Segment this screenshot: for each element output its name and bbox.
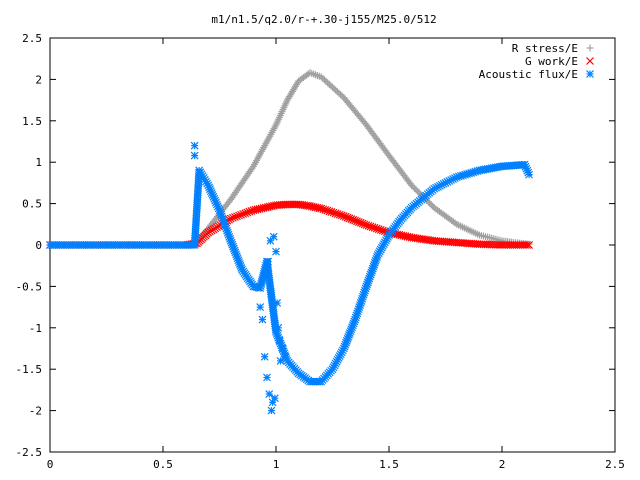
data-point [237, 210, 245, 219]
legend-label: R stress/E [512, 42, 578, 55]
x-tick-label: 2 [499, 458, 506, 471]
legend-label: G work/E [525, 55, 578, 68]
data-point [190, 151, 199, 160]
data-point [523, 241, 531, 249]
data-point [235, 211, 243, 220]
chart-title: m1/n1.5/q2.0/r-+.30-j155/M25.0/512 [211, 13, 436, 26]
data-point [228, 213, 237, 222]
y-tick-label: -2 [29, 405, 42, 418]
data-point [329, 83, 336, 91]
data-point [333, 88, 341, 96]
data-point [245, 207, 254, 216]
data-point [408, 181, 416, 189]
data-point [414, 187, 422, 195]
data-point [256, 303, 265, 312]
data-point [275, 336, 284, 345]
data-point [233, 212, 241, 221]
data-point [283, 200, 292, 209]
x-tick-label: 0 [47, 458, 54, 471]
data-point [281, 352, 289, 361]
data-point [525, 170, 534, 179]
legend-marker [586, 44, 594, 52]
data-point [264, 257, 273, 266]
data-point [243, 208, 252, 217]
data-point [427, 201, 435, 209]
x-tick-label: 1 [273, 458, 280, 471]
data-point [269, 232, 278, 241]
y-tick-label: -2.5 [16, 446, 43, 459]
data-point [320, 76, 328, 84]
y-tick-label: 0.5 [22, 198, 42, 211]
data-point [263, 373, 271, 382]
data-point [272, 247, 280, 256]
data-point [273, 299, 282, 307]
y-tick-label: 1 [35, 156, 42, 169]
y-tick-label: -0.5 [16, 280, 43, 293]
series-3 [190, 141, 289, 415]
data-point [278, 344, 287, 353]
data-point [239, 210, 248, 218]
legend-label: Acoustic flux/E [479, 68, 578, 81]
data-point [230, 213, 239, 221]
data-point [330, 85, 338, 93]
legend-marker [586, 70, 594, 78]
data-point [266, 236, 275, 245]
data-point [226, 214, 235, 223]
data-point [412, 186, 420, 194]
data-point [261, 270, 270, 278]
data-point [525, 241, 534, 249]
x-tick-label: 2.5 [605, 458, 625, 471]
x-tick-label: 0.5 [153, 458, 173, 471]
data-point [319, 74, 327, 82]
y-tick-label: 2.5 [22, 32, 42, 45]
data-point [287, 200, 295, 209]
y-tick-label: -1 [29, 322, 42, 335]
y-tick-label: 0 [35, 239, 42, 252]
data-point [332, 86, 340, 94]
data-point [426, 199, 434, 207]
data-point [409, 183, 417, 191]
data-point [411, 184, 419, 192]
series-0 [46, 69, 533, 249]
data-point [324, 79, 332, 87]
data-point [258, 315, 267, 324]
data-point [327, 82, 335, 90]
x-tick-label: 1.5 [379, 458, 399, 471]
data-point [270, 394, 279, 403]
data-point [285, 200, 294, 209]
data-point [338, 92, 346, 100]
data-point [265, 390, 274, 398]
y-tick-label: -1.5 [16, 363, 43, 376]
data-point [325, 80, 333, 88]
data-point [335, 89, 343, 97]
data-point [190, 141, 199, 150]
data-point [260, 352, 269, 361]
legend-marker [586, 57, 594, 65]
data-point [322, 77, 330, 85]
data-point [241, 209, 250, 218]
data-point [267, 406, 276, 415]
data-point [317, 73, 325, 81]
y-tick-label: 2 [35, 73, 42, 86]
series-2 [46, 160, 534, 386]
data-point [337, 91, 345, 99]
y-tick-label: 1.5 [22, 115, 42, 128]
data-point [289, 200, 297, 209]
data-point [274, 323, 283, 332]
